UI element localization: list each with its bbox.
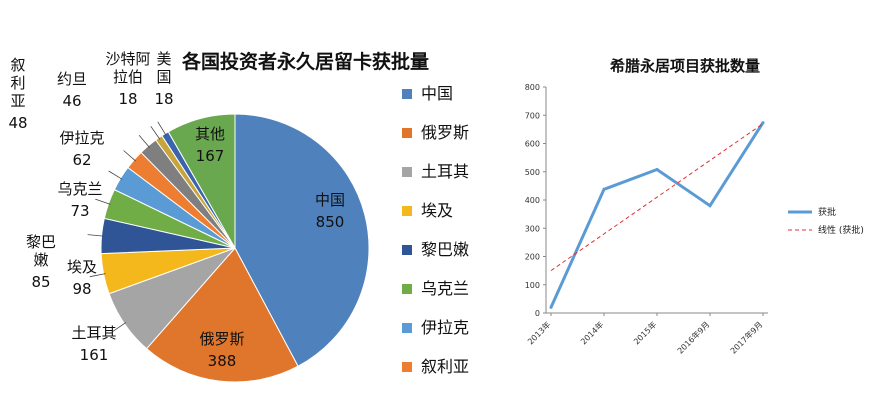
pie-legend-label-7: 叙利亚 — [421, 357, 469, 376]
pie-slice-name-7: 叙利亚 — [10, 56, 25, 110]
pie-slice-value-8: 46 — [62, 92, 81, 110]
pie-legend-label-3: 埃及 — [421, 201, 453, 220]
y-tick-label-4: 400 — [525, 196, 540, 205]
y-tick-label-3: 300 — [525, 224, 540, 233]
pie-legend-label-0: 中国 — [421, 84, 453, 103]
pie-legend-swatch-3 — [402, 206, 412, 216]
pie-slice-name-10: 美国 — [156, 50, 171, 86]
series-line-0 — [549, 121, 765, 309]
x-tick-label-1: 2014年 — [578, 319, 605, 346]
pie-legend-swatch-1 — [402, 128, 412, 138]
y-tick-label-8: 800 — [525, 83, 540, 92]
pie-slice-value-4: 85 — [31, 273, 50, 291]
pie-legend-label-6: 伊拉克 — [421, 318, 469, 337]
pie-slice-name-3: 埃及 — [67, 258, 97, 276]
pie-slice-name-0: 中国 — [315, 191, 345, 209]
pie-slice-value-10: 18 — [154, 90, 173, 108]
series-0-point-1 — [602, 187, 606, 191]
series-0-point-3 — [708, 204, 712, 208]
y-tick-label-6: 600 — [525, 140, 540, 149]
pie-leader-line-10 — [157, 121, 167, 136]
pie-slice-value-6: 62 — [72, 151, 91, 169]
pie-slice-value-2: 161 — [80, 346, 109, 364]
pie-legend-label-2: 土耳其 — [421, 162, 469, 181]
pie-legend-swatch-0 — [402, 89, 412, 99]
x-tick-label-3: 2016年9月 — [675, 319, 711, 355]
pie-leader-line-8 — [138, 135, 150, 148]
pie-leader-line-7 — [123, 150, 136, 162]
pie-slice-value-3: 98 — [72, 280, 91, 298]
pie-slice-0 — [234, 113, 370, 367]
pie-legend-swatch-6 — [402, 323, 412, 333]
pie-leader-line-2 — [112, 322, 127, 332]
pie-slice-value-7: 48 — [8, 114, 27, 132]
series-0-point-2 — [655, 168, 659, 171]
series-line-1 — [550, 123, 764, 272]
pie-legend-swatch-5 — [402, 284, 412, 294]
x-tick-label-2: 2015年 — [631, 319, 658, 346]
pie-legend-label-4: 黎巴嫩 — [421, 240, 469, 259]
y-tick-label-7: 700 — [525, 111, 540, 120]
pie-slice-value-11: 167 — [196, 147, 225, 165]
pie-slice-value-0: 850 — [316, 213, 345, 231]
line-legend-label-1: 线性 (获批) — [818, 224, 864, 236]
pie-legend-swatch-2 — [402, 167, 412, 177]
x-tick-label-0: 2013年 — [525, 319, 552, 346]
pie-slice-name-2: 土耳其 — [71, 324, 116, 342]
y-tick-label-2: 200 — [525, 253, 540, 262]
x-tick-label-4: 2017年9月 — [728, 319, 764, 355]
pie-slice-name-11: 其他 — [195, 125, 225, 143]
y-tick-label-5: 500 — [525, 168, 540, 177]
pie-slice-name-1: 俄罗斯 — [199, 330, 244, 348]
pie-slice-name-6: 伊拉克 — [59, 129, 104, 147]
series-0-point-0 — [549, 305, 553, 309]
pie-slice-name-5: 乌克兰 — [57, 180, 102, 198]
pie-slice-name-9: 沙特阿拉伯 — [105, 50, 150, 86]
line-chart: 希腊永居项目获批数量 0 100 200 300 400 500 600 700 800 2013… — [525, 57, 864, 356]
pie-leader-line-5 — [95, 198, 111, 205]
pie-leader-line-9 — [150, 126, 161, 140]
series-0-point-4 — [761, 121, 765, 125]
pie-chart-title: 各国投资者永久居留卡获批量 — [181, 50, 429, 73]
y-tick-label-1: 100 — [525, 281, 540, 290]
pie-leader-line-6 — [108, 170, 123, 180]
line-chart-title: 希腊永居项目获批数量 — [610, 57, 760, 75]
y-tick-label-0: 0 — [535, 309, 540, 318]
pie-slice-11 — [167, 113, 236, 250]
pie-slice-name-4: 黎巴嫩 — [26, 233, 56, 269]
pie-legend-label-5: 乌克兰 — [421, 279, 469, 298]
pie-slice-value-5: 73 — [70, 202, 89, 220]
pie-legend-swatch-4 — [402, 245, 412, 255]
line-legend-label-0: 获批 — [818, 206, 836, 218]
pie-slice-value-9: 18 — [118, 90, 137, 108]
pie-legend-swatch-7 — [402, 362, 412, 372]
pie-leader-line-3 — [89, 273, 106, 278]
pie-slice-value-1: 388 — [208, 352, 237, 370]
pie-chart: 各国投资者永久居留卡获批量 中国 850 俄罗斯 388 土耳其 161 埃及 98 黎巴嫩 85… — [8, 50, 469, 383]
pie-leader-line-4 — [87, 234, 104, 237]
pie-legend-label-1: 俄罗斯 — [421, 123, 469, 142]
pie-slice-1 — [145, 247, 299, 383]
pie-slice-name-8: 约旦 — [57, 70, 87, 88]
